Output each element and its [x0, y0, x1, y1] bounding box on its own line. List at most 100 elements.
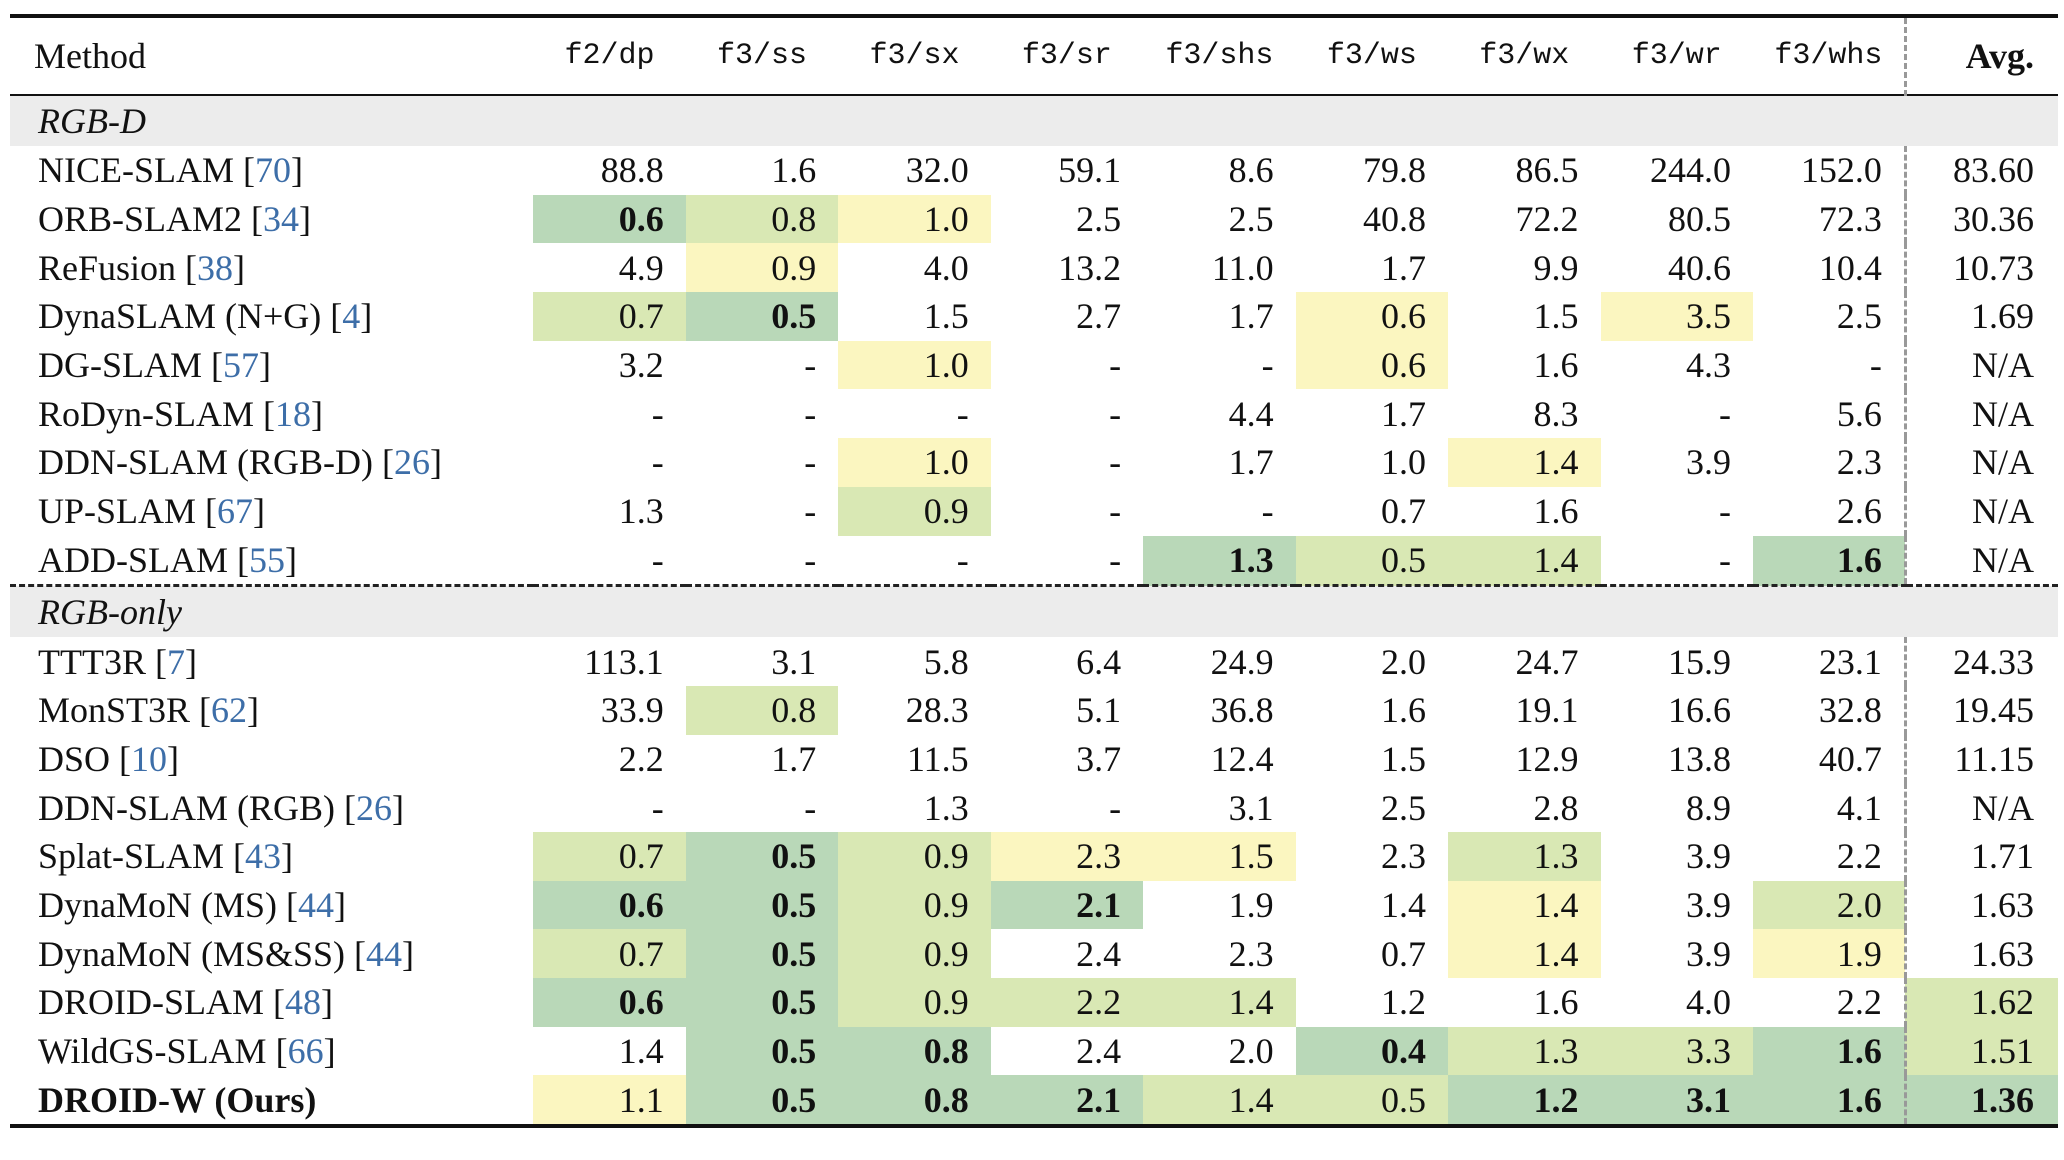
table-row: UP-SLAM [67] 1.3-0.9- -0.7 1.6-2.6 N/A [10, 486, 2058, 536]
metric-cell: 12.9 [1515, 738, 1579, 779]
citation-link[interactable]: 34 [263, 199, 300, 240]
method-label: DG-SLAM [38, 345, 203, 386]
average-cell: 1.51 [1903, 1026, 2058, 1076]
metric-cell: - [651, 393, 664, 434]
column-header: f3/sr [1021, 39, 1112, 73]
metric-cell: 1.4 [1143, 978, 1296, 1027]
table-row: TTT3R [7] 113.1 3.1 5.8 6.4 24.9 2.0 24.7 15.9 23… [10, 637, 2058, 686]
metric-cell: 88.8 [600, 150, 664, 191]
average-cell: 10.73 [1903, 243, 2058, 293]
citation-link[interactable]: 26 [356, 787, 392, 828]
metric-cell: 0.6 [1295, 292, 1449, 341]
column-header: Avg. [1903, 16, 2058, 95]
metric-cell: 1.2 [1381, 982, 1427, 1023]
method-name: MonST3R [62] [38, 690, 260, 731]
table-row: DDN-SLAM (RGB) [26] - - 1.3 - 3.1 2.5 2.8 8.9 4.1… [10, 783, 2058, 832]
citation-link[interactable]: 66 [287, 1031, 324, 1072]
column-header: f3/ss [717, 39, 808, 73]
method-label: WildGS-SLAM [38, 1031, 267, 1072]
metric-cell: 1.2 [1448, 1075, 1601, 1129]
metric-cell: 2.4 [1076, 1031, 1122, 1072]
metric-cell: - [1718, 393, 1731, 434]
citation-link[interactable]: 70 [255, 150, 291, 191]
metric-cell: 2.5 [1228, 199, 1274, 240]
metric-cell: 72.2 [1515, 199, 1579, 240]
citation-link[interactable]: 7 [166, 641, 185, 682]
method-name: UP-SLAM [67] [38, 491, 266, 532]
citation-link[interactable]: 26 [394, 442, 430, 483]
metric-cell: 1.6 [1752, 1075, 1906, 1129]
table-row: RoDyn-SLAM [18] - - - - 4.4 1.7 8.3 - 5.6 N/A [10, 389, 2058, 439]
metric-cell: 1.4 [1448, 438, 1601, 487]
metric-cell: 0.7 [533, 292, 686, 341]
metric-cell: 23.1 [1818, 641, 1882, 682]
citation-link[interactable]: 44 [298, 884, 334, 925]
citation-link[interactable]: 67 [217, 491, 254, 532]
method-label: DROID-W (Ours) [38, 1079, 317, 1120]
citation-link[interactable]: 4 [342, 296, 361, 337]
citation-link[interactable]: 55 [249, 539, 286, 580]
metric-cell: 3.2 [618, 345, 664, 386]
table-row: ADD-SLAM [55] - - - -1.3 0.5 1.4-1.6 N/A [10, 535, 2058, 588]
citation-link[interactable]: 38 [197, 247, 234, 288]
method-name: TTT3R [7] [38, 641, 197, 682]
citation-link[interactable]: 43 [245, 836, 282, 877]
column-header: f3/shs [1165, 39, 1274, 73]
average-cell: 1.69 [1903, 292, 2058, 341]
metric-cell: 0.5 [685, 1075, 839, 1129]
metric-cell: 40.8 [1363, 199, 1427, 240]
average-cell: 1.63 [1903, 880, 2058, 930]
metric-cell: 2.0 [1752, 880, 1906, 930]
method-label: UP-SLAM [38, 491, 197, 532]
metric-cell: 0.7 [1381, 933, 1427, 974]
metric-cell: 5.1 [1076, 690, 1122, 731]
method-label: MonST3R [38, 690, 191, 731]
citation-link[interactable]: 44 [366, 933, 403, 974]
table-row: MonST3R [62] 33.9 0.8 28.3 5.1 36.8 1.6 19.1 16.… [10, 685, 2058, 735]
citation-link[interactable]: 10 [131, 738, 168, 779]
average-cell: 1.71 [1903, 831, 2058, 881]
metric-cell: - [838, 535, 991, 588]
metric-cell: 0.8 [838, 1075, 991, 1129]
method-label: Splat-SLAM [38, 836, 225, 877]
metric-cell: 80.5 [1667, 199, 1731, 240]
metric-cell: 1.7 [1228, 442, 1274, 483]
method-label: ORB-SLAM2 [38, 199, 243, 240]
metric-cell: 0.7 [1381, 491, 1427, 532]
metric-cell: 2.3 [990, 831, 1144, 881]
metric-cell: 2.5 [1836, 296, 1882, 337]
results-table: Method f2/dp f3/ss f3/sx f3/sr f3/shs f3/ws f3/… [10, 14, 2058, 1129]
method-label: DROID-SLAM [38, 982, 265, 1023]
average-cell: 30.36 [1903, 194, 2058, 244]
average-cell: N/A [1903, 438, 2058, 487]
metric-cell: 3.7 [1076, 738, 1122, 779]
metric-cell: 2.3 [1381, 836, 1427, 877]
metric-cell: 33.9 [600, 690, 664, 731]
metric-cell: 1.3 [923, 787, 969, 828]
metric-cell: - [651, 787, 664, 828]
metric-cell: 0.9 [838, 929, 991, 978]
method-label: DSO [38, 738, 111, 779]
metric-cell: 0.5 [685, 1026, 839, 1076]
column-header: f3/wr [1631, 39, 1722, 73]
metric-cell: 2.1 [990, 1075, 1144, 1129]
metric-cell: 2.7 [1076, 296, 1122, 337]
citation-link[interactable]: 48 [285, 982, 322, 1023]
metric-cell: 13.2 [1058, 247, 1122, 288]
method-name: Splat-SLAM [43] [38, 836, 294, 877]
citation-link[interactable]: 62 [211, 690, 248, 731]
column-header: f3/sx [869, 39, 960, 73]
metric-cell: 2.3 [1836, 442, 1882, 483]
metric-cell: 1.6 [1533, 491, 1579, 532]
metric-cell: 2.2 [1836, 982, 1882, 1023]
metric-cell: 1.4 [1448, 535, 1601, 588]
method-name: NICE-SLAM [70] [38, 150, 303, 191]
metric-cell: 0.5 [1295, 535, 1449, 588]
average-cell: 1.36 [1903, 1075, 2058, 1129]
method-label: NICE-SLAM [38, 150, 234, 191]
method-label: DynaMoN (MS) [38, 884, 277, 925]
metric-cell: 2.2 [1836, 836, 1882, 877]
citation-link[interactable]: 57 [223, 345, 260, 386]
metric-cell: 1.7 [771, 738, 817, 779]
citation-link[interactable]: 18 [275, 393, 312, 434]
